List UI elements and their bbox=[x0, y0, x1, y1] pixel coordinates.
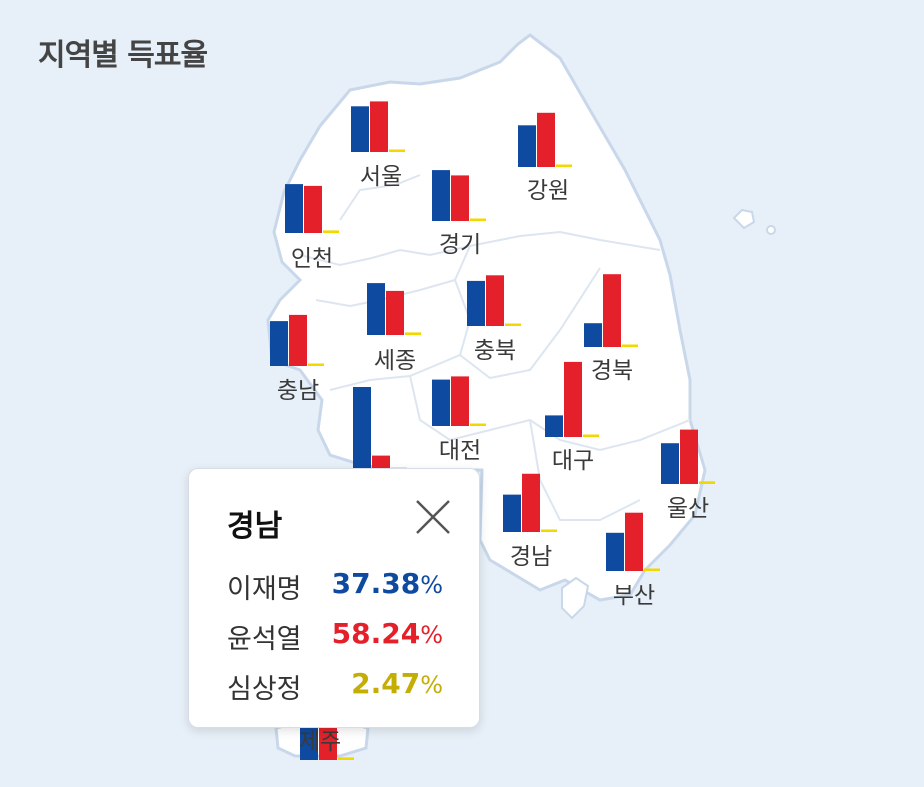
region-bars-경남[interactable] bbox=[503, 473, 557, 533]
bar-강원-심상정[interactable] bbox=[556, 164, 572, 168]
candidate-vote-share: 37.38% bbox=[332, 567, 443, 600]
bar-대구-심상정[interactable] bbox=[583, 434, 599, 438]
vote-share-unit: % bbox=[420, 571, 443, 599]
bar-대구-이재명[interactable] bbox=[545, 415, 563, 437]
bar-충북-윤석열[interactable] bbox=[486, 275, 504, 326]
bar-서울-윤석열[interactable] bbox=[370, 101, 388, 152]
dokdo-shape bbox=[766, 225, 776, 235]
province-borders bbox=[299, 174, 691, 521]
popup-row-candidate-1: 이재명 37.38% bbox=[227, 563, 443, 605]
bar-경기-이재명[interactable] bbox=[432, 170, 450, 221]
region-bars-울산[interactable] bbox=[661, 429, 715, 484]
bar-경기-윤석열[interactable] bbox=[451, 175, 469, 221]
bar-경남-심상정[interactable] bbox=[541, 529, 557, 533]
region-bars-충남[interactable] bbox=[270, 314, 324, 367]
popup-row-candidate-2: 윤석열 58.24% bbox=[227, 613, 443, 655]
region-label-서울[interactable]: 서울 bbox=[360, 164, 402, 190]
bar-부산-심상정[interactable] bbox=[644, 568, 660, 572]
vote-share-unit: % bbox=[420, 621, 443, 649]
bar-전북-이재명[interactable] bbox=[353, 387, 371, 470]
bar-경북-윤석열[interactable] bbox=[603, 274, 621, 347]
candidate-name: 심상정 bbox=[227, 674, 302, 705]
bar-인천-이재명[interactable] bbox=[285, 184, 303, 233]
chart-title: 지역별 득표율 bbox=[38, 38, 208, 73]
region-label-인천[interactable]: 인천 bbox=[291, 246, 333, 272]
vote-share-value: 37.38 bbox=[331, 567, 421, 600]
region-bars-강원[interactable] bbox=[518, 112, 572, 168]
geoje-shape bbox=[561, 576, 590, 620]
region-label-제주[interactable]: 제주 bbox=[299, 729, 341, 755]
candidate-vote-share: 58.24% bbox=[332, 617, 443, 650]
bar-경남-이재명[interactable] bbox=[503, 494, 521, 532]
bar-대구-윤석열[interactable] bbox=[564, 361, 582, 437]
bar-인천-윤석열[interactable] bbox=[304, 185, 322, 233]
bar-대전-윤석열[interactable] bbox=[451, 376, 469, 426]
close-icon bbox=[416, 500, 450, 534]
region-bars-대전[interactable] bbox=[432, 376, 486, 426]
close-button[interactable] bbox=[415, 499, 451, 535]
bar-세종-윤석열[interactable] bbox=[386, 290, 404, 335]
region-bars-경북[interactable] bbox=[584, 274, 638, 347]
region-bars-충북[interactable] bbox=[467, 275, 521, 326]
region-label-부산[interactable]: 부산 bbox=[613, 583, 655, 609]
bar-경기-심상정[interactable] bbox=[470, 218, 486, 222]
bar-강원-이재명[interactable] bbox=[518, 125, 536, 167]
bar-세종-심상정[interactable] bbox=[405, 332, 421, 335]
candidate-vote-share: 2.47% bbox=[351, 667, 443, 700]
vote-share-value: 2.47 bbox=[351, 667, 421, 700]
bar-인천-심상정[interactable] bbox=[323, 230, 339, 233]
bar-서울-이재명[interactable] bbox=[351, 106, 369, 152]
region-label-경북[interactable]: 경북 bbox=[591, 358, 633, 384]
region-bars-세종[interactable] bbox=[367, 283, 421, 335]
bar-울산-이재명[interactable] bbox=[661, 443, 679, 484]
vote-share-unit: % bbox=[420, 671, 443, 699]
bar-울산-윤석열[interactable] bbox=[680, 429, 698, 484]
bar-제주-심상정[interactable] bbox=[338, 757, 354, 760]
bar-울산-심상정[interactable] bbox=[699, 481, 715, 484]
bar-경북-심상정[interactable] bbox=[622, 344, 638, 348]
region-bars-인천[interactable] bbox=[285, 184, 339, 233]
region-label-강원[interactable]: 강원 bbox=[527, 178, 569, 204]
region-label-울산[interactable]: 울산 bbox=[667, 496, 709, 522]
region-label-대전[interactable]: 대전 bbox=[439, 438, 481, 464]
vote-share-value: 58.24 bbox=[331, 617, 421, 650]
region-label-대구[interactable]: 대구 bbox=[552, 448, 594, 474]
bar-전북-윤석열[interactable] bbox=[372, 455, 390, 470]
region-label-충남[interactable]: 충남 bbox=[277, 378, 319, 404]
bar-대전-심상정[interactable] bbox=[470, 423, 486, 427]
region-label-경기[interactable]: 경기 bbox=[439, 232, 481, 258]
popup-title: 경남 bbox=[227, 509, 283, 544]
candidate-name: 이재명 bbox=[227, 574, 302, 605]
bar-강원-윤석열[interactable] bbox=[537, 112, 555, 167]
region-popup: 경남 이재명 37.38% 윤석열 58.24% 심상정 2.47% bbox=[188, 468, 480, 728]
ulleungdo-shape bbox=[732, 208, 756, 230]
bar-충남-윤석열[interactable] bbox=[289, 314, 307, 366]
bar-충북-심상정[interactable] bbox=[505, 323, 521, 327]
popup-row-candidate-3: 심상정 2.47% bbox=[227, 663, 443, 705]
bar-충남-이재명[interactable] bbox=[270, 321, 288, 366]
region-label-경남[interactable]: 경남 bbox=[510, 544, 552, 570]
bar-충북-이재명[interactable] bbox=[467, 280, 485, 326]
region-label-충북[interactable]: 충북 bbox=[474, 338, 516, 364]
candidate-name: 윤석열 bbox=[227, 624, 302, 655]
bar-충남-심상정[interactable] bbox=[308, 363, 324, 367]
region-bars-서울[interactable] bbox=[351, 101, 405, 152]
bar-부산-윤석열[interactable] bbox=[625, 512, 643, 571]
bar-서울-심상정[interactable] bbox=[389, 149, 405, 153]
region-bars-경기[interactable] bbox=[432, 170, 486, 221]
bar-경북-이재명[interactable] bbox=[584, 323, 602, 347]
region-bars-부산[interactable] bbox=[606, 512, 660, 572]
bar-부산-이재명[interactable] bbox=[606, 532, 624, 571]
bar-대전-이재명[interactable] bbox=[432, 379, 450, 426]
bar-경남-윤석열[interactable] bbox=[522, 473, 540, 532]
bar-세종-이재명[interactable] bbox=[367, 283, 385, 335]
region-bars-대구[interactable] bbox=[545, 361, 599, 438]
region-label-세종[interactable]: 세종 bbox=[374, 348, 416, 374]
